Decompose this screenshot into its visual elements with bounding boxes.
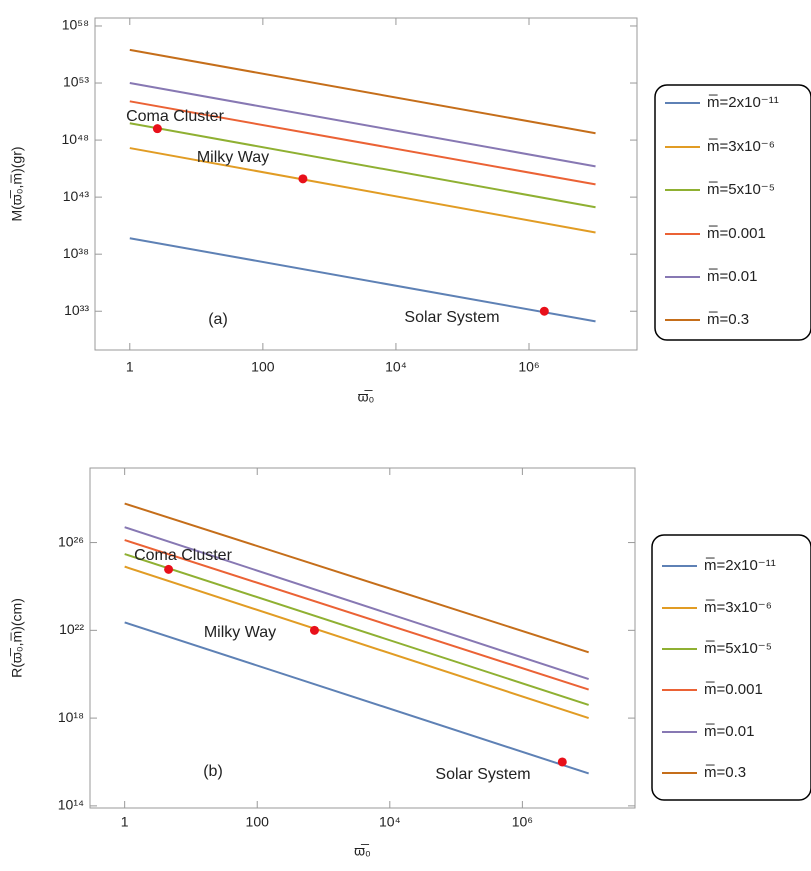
series-line	[129, 82, 596, 168]
legend-label: m̅=0.01	[707, 268, 757, 285]
series-line	[124, 526, 589, 681]
legend-box	[651, 534, 811, 801]
data-point	[164, 564, 174, 574]
series-line	[124, 502, 589, 654]
point-label: Milky Way	[204, 624, 276, 641]
y-tick-label: 10¹⁸	[58, 709, 84, 725]
legend-label: m̅=3x10⁻⁶	[707, 138, 775, 155]
x-axis-title: ϖ̅₀	[358, 389, 375, 405]
legend-box	[654, 84, 811, 341]
point-label: Solar System	[404, 309, 499, 326]
legend-label: m̅=0.3	[704, 764, 746, 781]
x-tick-label: 100	[251, 359, 275, 375]
legend-label: m̅=0.3	[707, 311, 749, 328]
y-tick-label: 10³³	[64, 302, 89, 318]
y-axis-title: M(ϖ̅₀,m̅)(gr)	[9, 146, 25, 221]
data-point	[539, 306, 549, 316]
data-point	[152, 124, 162, 134]
series-line	[129, 48, 596, 135]
point-label: Coma Cluster	[134, 547, 232, 564]
panel-label: (a)	[208, 311, 228, 328]
x-tick-label: 10⁶	[512, 814, 533, 830]
x-tick-label: 1	[126, 359, 134, 375]
legend-label: m̅=2x10⁻¹¹	[707, 94, 779, 111]
series-line	[124, 621, 589, 775]
y-tick-label: 10²²	[59, 621, 84, 637]
legend-label: m̅=0.01	[704, 723, 754, 740]
y-tick-label: 10²⁶	[58, 533, 84, 549]
y-tick-label: 10⁵³	[63, 74, 89, 90]
y-tick-label: 10³⁸	[63, 245, 89, 261]
panel-label: (b)	[203, 763, 223, 780]
data-point	[298, 174, 308, 184]
legend-label: m̅=0.001	[704, 681, 763, 698]
data-point	[309, 625, 319, 635]
x-tick-label: 10⁶	[518, 359, 539, 375]
series-line	[129, 237, 596, 323]
x-axis-title: ϖ̅₀	[354, 843, 371, 859]
series-line	[129, 100, 596, 186]
plot-frame	[89, 467, 636, 809]
series-line	[129, 147, 596, 234]
legend-label: m̅=2x10⁻¹¹	[704, 557, 776, 574]
legend-label: m̅=3x10⁻⁶	[704, 599, 772, 616]
point-label: Milky Way	[197, 149, 269, 166]
series-line	[129, 122, 596, 209]
series-line	[124, 539, 589, 691]
legend-label: m̅=5x10⁻⁵	[707, 181, 775, 198]
legend-label: m̅=0.001	[707, 225, 766, 242]
data-point	[557, 757, 567, 767]
x-tick-label: 10⁴	[385, 359, 407, 375]
y-tick-label: 10⁴⁸	[62, 131, 90, 147]
plot-frame	[94, 17, 638, 351]
y-tick-label: 10⁴³	[63, 188, 90, 204]
x-tick-label: 10⁴	[379, 814, 401, 830]
series-line	[124, 565, 589, 720]
legend-label: m̅=5x10⁻⁵	[704, 640, 772, 657]
y-axis-title: R(ϖ̅₀,m̅)(cm)	[9, 598, 25, 678]
series-line	[124, 553, 589, 706]
point-label: Coma Cluster	[126, 108, 224, 125]
x-tick-label: 1	[121, 814, 129, 830]
x-tick-label: 100	[246, 814, 270, 830]
y-tick-label: 10¹⁴	[58, 797, 84, 813]
point-label: Solar System	[435, 766, 530, 783]
y-tick-label: 10⁵⁸	[62, 17, 89, 33]
